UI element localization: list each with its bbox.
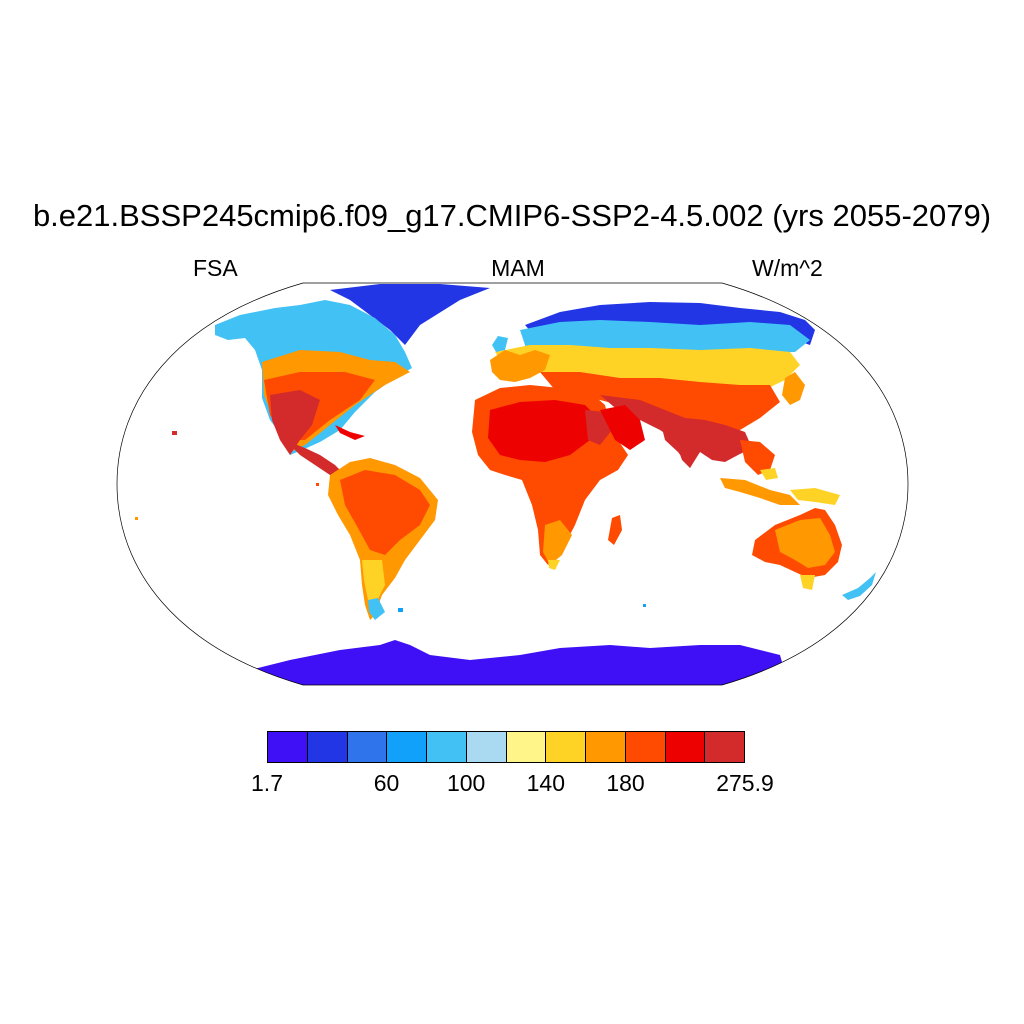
greenland <box>330 284 490 345</box>
colorbar-box <box>347 732 388 762</box>
variable-label: FSA <box>193 255 238 281</box>
colorbar-tick-label: 100 <box>446 770 486 796</box>
colorbar-box <box>268 732 308 762</box>
colorbar-tick-label: 1.7 <box>251 770 283 796</box>
colorbar-tick-label: 140 <box>526 770 566 796</box>
antarctica <box>240 640 790 685</box>
central-america <box>285 440 345 475</box>
colorbar-box <box>427 732 467 762</box>
season-label: MAM <box>491 255 545 281</box>
colorbar-labels: 1.7 60 100 140 180 275.9 <box>0 770 1024 800</box>
plot-title: b.e21.BSSP245cmip6.f09_g17.CMIP6-SSP2-4.… <box>32 198 992 233</box>
globe-outline <box>116 282 909 686</box>
colorbar-box <box>387 732 427 762</box>
colorbar-box <box>705 732 744 762</box>
colorbar-tick-label: 180 <box>606 770 645 796</box>
colorbar <box>267 731 745 763</box>
colorbar-box <box>466 732 507 762</box>
colorbar-box <box>586 732 626 762</box>
colorbar-box <box>307 732 348 762</box>
colorbar-tick-label: 60 <box>373 770 400 796</box>
colorbar-box <box>506 732 547 762</box>
colorbar-box <box>625 732 666 762</box>
colorbar-box <box>546 732 586 762</box>
colorbar-box <box>665 732 706 762</box>
units-label: W/m^2 <box>752 255 823 281</box>
colorbar-tick-label: 275.9 <box>716 770 774 796</box>
